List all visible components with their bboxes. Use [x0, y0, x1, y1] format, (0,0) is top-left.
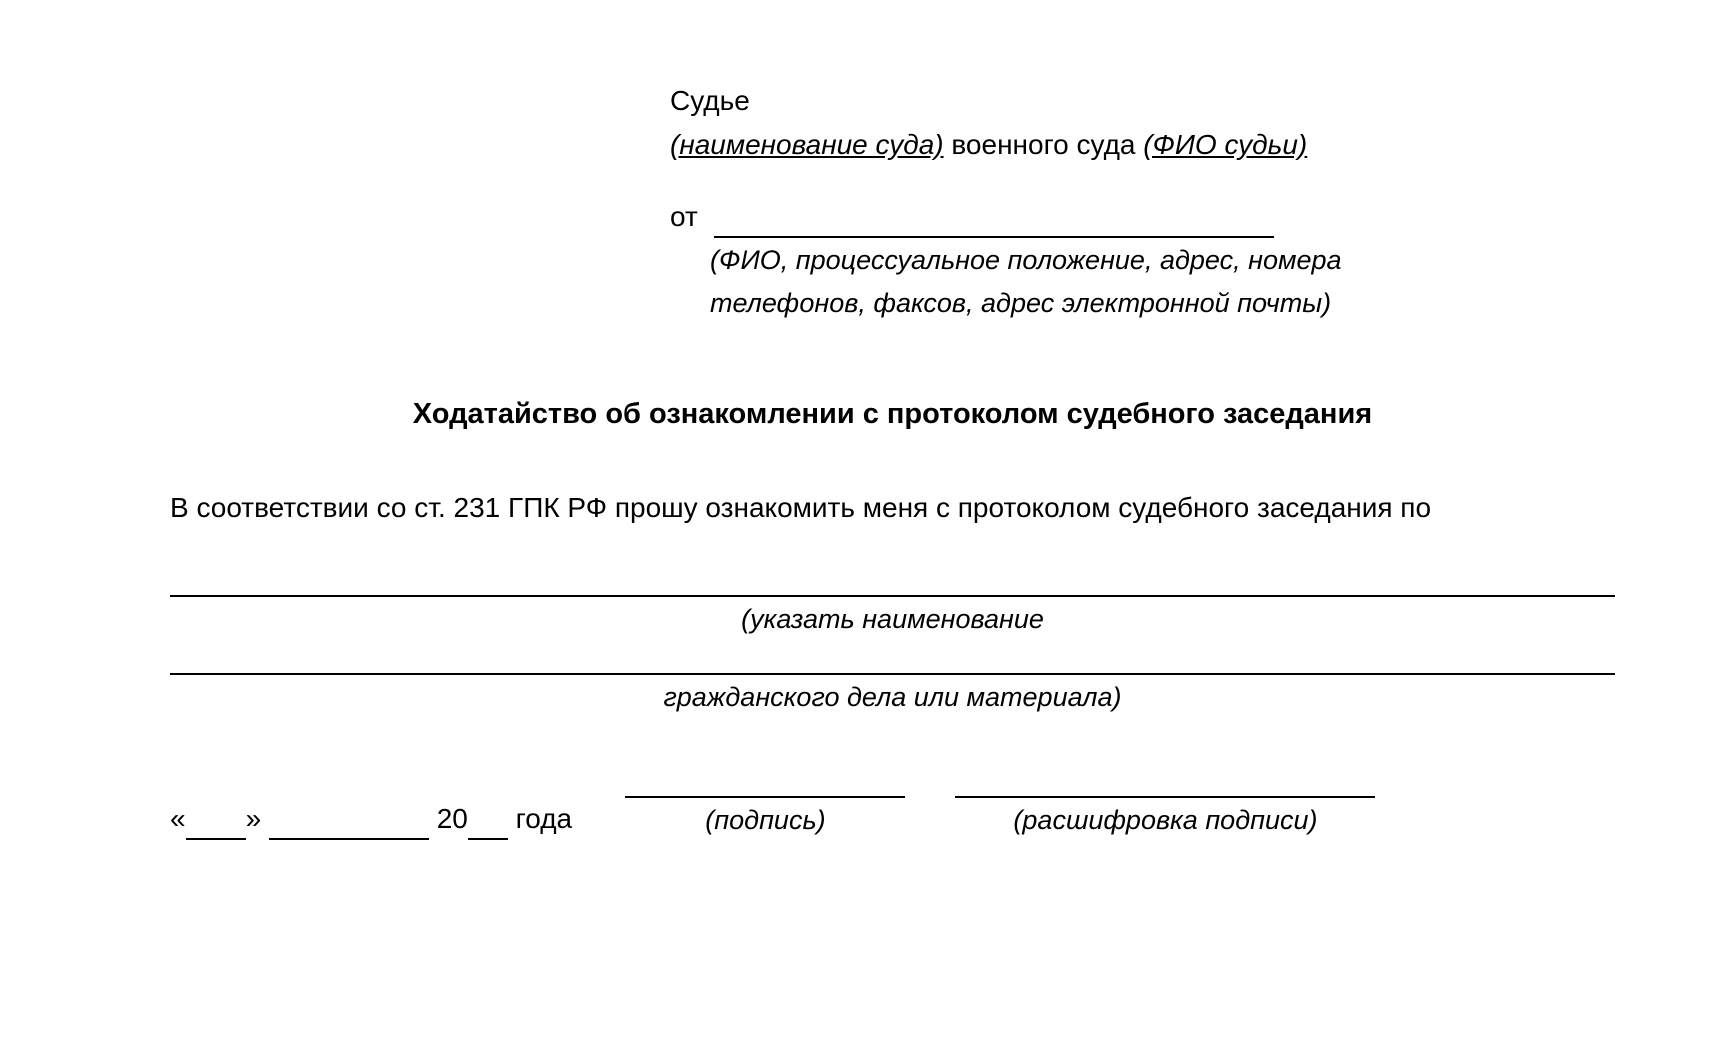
document-title: Ходатайство об ознакомлении с протоколом…	[170, 393, 1615, 437]
document-page: Судье (наименование суда) военного суда …	[0, 0, 1735, 1060]
date-month-blank[interactable]	[269, 810, 429, 840]
year-suffix: года	[508, 798, 596, 840]
from-row: от	[670, 196, 1615, 238]
body-paragraph: В соответствии со ст. 231 ГПК РФ прошу о…	[170, 487, 1615, 529]
signature-name-column: (расшифровка подписи)	[955, 768, 1375, 841]
judge-name-placeholder: (ФИО судьи)	[1143, 129, 1307, 160]
year-prefix: 20	[429, 798, 468, 840]
date-close-quote: »	[246, 798, 269, 840]
addressee-line-1: Судье	[670, 80, 1615, 122]
date-year-blank[interactable]	[468, 810, 508, 840]
case-name-blank-line-2[interactable]	[170, 647, 1615, 675]
from-hint-line-2: телефонов, факсов, адрес электронной поч…	[710, 283, 1615, 324]
addressee-block: Судье (наименование суда) военного суда …	[670, 80, 1615, 323]
date-day-blank[interactable]	[186, 810, 246, 840]
court-name-placeholder: (наименование суда)	[670, 129, 944, 160]
case-name-fill-2: гражданского дела или материала)	[170, 647, 1615, 718]
date-signature-row: « » 20 года (подпись) (расшифровка подпи…	[170, 768, 1615, 841]
date-open-quote: «	[170, 798, 186, 840]
from-label: от	[670, 196, 706, 238]
signature-name-hint: (расшифровка подписи)	[955, 800, 1375, 841]
from-hint-line-1: (ФИО, процессуальное положение, адрес, н…	[710, 240, 1615, 281]
signature-blank[interactable]	[625, 768, 905, 798]
case-name-hint-1: (указать наименование	[170, 599, 1615, 640]
case-name-hint-2: гражданского дела или материала)	[170, 677, 1615, 718]
signature-name-blank[interactable]	[955, 768, 1375, 798]
military-court-text: военного суда	[944, 129, 1144, 160]
signature-hint: (подпись)	[625, 800, 905, 841]
signature-column: (подпись)	[625, 768, 905, 841]
case-name-blank-line-1[interactable]	[170, 569, 1615, 597]
addressee-line-2: (наименование суда) военного суда (ФИО с…	[670, 124, 1615, 166]
case-name-fill-1: (указать наименование	[170, 569, 1615, 640]
from-blank-line[interactable]	[714, 205, 1274, 238]
